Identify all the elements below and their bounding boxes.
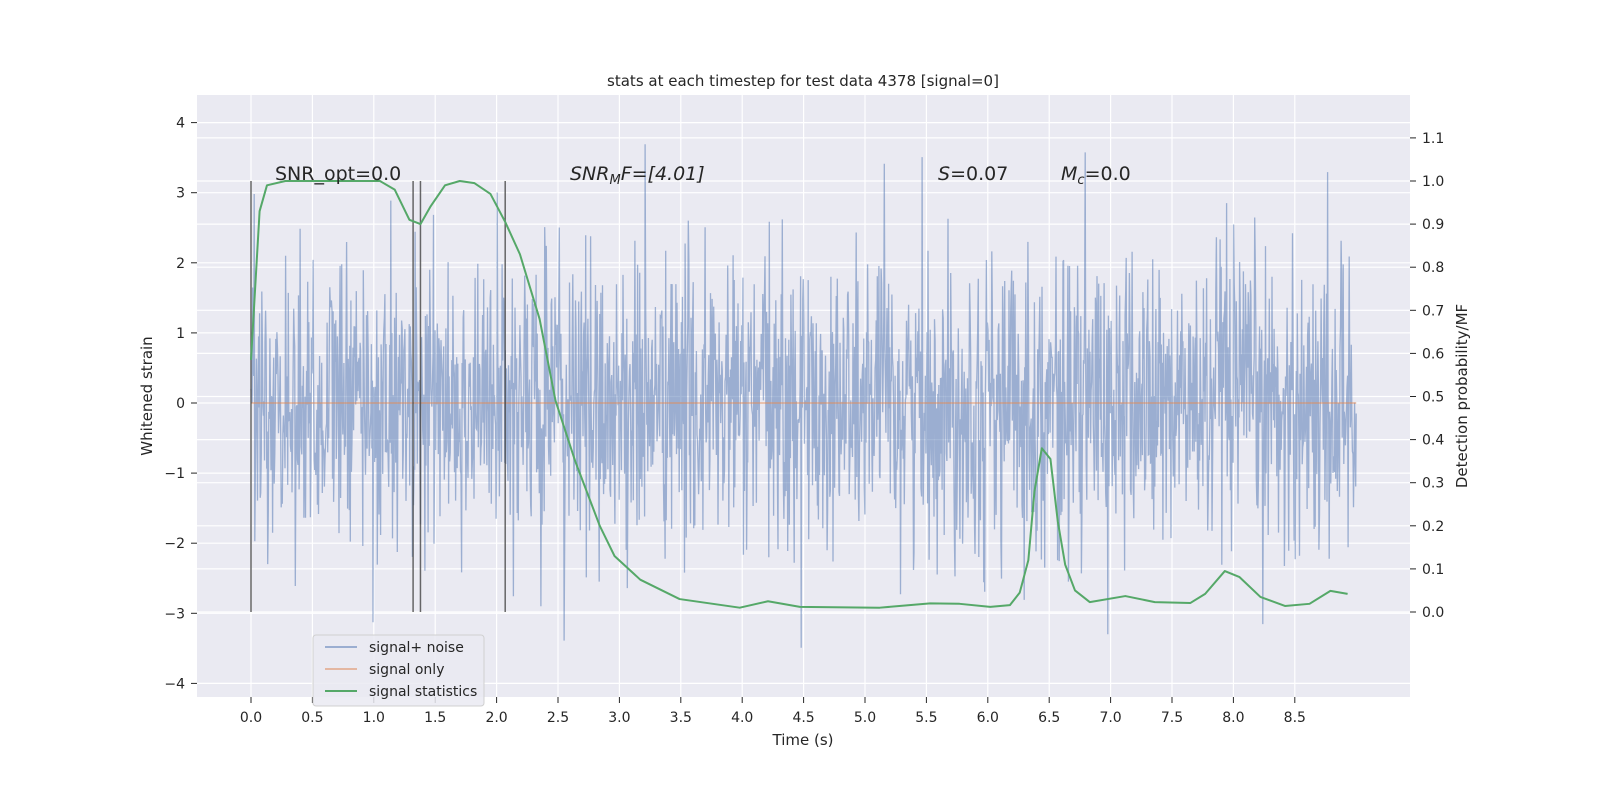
y-right-tick-label: 1.0 <box>1422 174 1444 190</box>
x-tick-label: 7.5 <box>1161 710 1183 726</box>
legend-box <box>312 634 485 707</box>
x-tick-label: 3.0 <box>608 710 630 726</box>
y-right-tick-label: 0.2 <box>1422 519 1444 535</box>
y-tick-label: −3 <box>164 606 185 622</box>
y-right-tick-label: 0.8 <box>1422 260 1444 276</box>
x-tick-label: 5.5 <box>915 710 937 726</box>
noise-line <box>250 144 1357 648</box>
snr-mf-rest: F=[4.01] <box>621 163 705 185</box>
y-tick-label: 4 <box>176 116 185 132</box>
mc-value: =0.0 <box>1085 163 1131 185</box>
series-signal-statistics <box>250 180 1348 609</box>
ticks: 0.0 0.5 1.0 1.5 2.0 2.5 3.0 3.5 4.0 4.5 5.0 5.5 6.0 6… <box>164 116 1444 726</box>
y-right-tick-label: 0.7 <box>1422 303 1444 319</box>
y-axis-right-label: Detection probability/MF <box>1453 304 1471 488</box>
y-right-tick-label: 0.4 <box>1422 433 1444 449</box>
y-tick-label: 2 <box>176 256 185 272</box>
x-tick-label: 1.5 <box>424 710 446 726</box>
annotation-snr-mf: SNRMF=[4.01] <box>570 163 705 188</box>
vertical-markers <box>250 181 506 612</box>
mc-symbol: M <box>1061 163 1077 185</box>
y-tick-label: −1 <box>164 466 185 482</box>
y-right-tick-label: 0.1 <box>1422 562 1444 578</box>
x-tick-label: 5.0 <box>854 710 876 726</box>
legend: signal+ noise signal only signal statist… <box>312 634 485 707</box>
chart-title: stats at each timestep for test data 437… <box>607 72 999 90</box>
y-right-tick-label: 0.5 <box>1422 390 1444 406</box>
y-right-tick-label: 0.0 <box>1422 605 1444 621</box>
legend-label-stats: signal statistics <box>369 684 477 700</box>
snr-mf-main: SNR <box>570 163 609 185</box>
legend-label-noise: signal+ noise <box>369 640 464 656</box>
x-tick-label: 0.0 <box>240 710 262 726</box>
y-axis-label: Whitened strain <box>138 336 156 455</box>
y-tick-label: −4 <box>164 676 185 692</box>
x-tick-label: 8.5 <box>1284 710 1306 726</box>
annotation-mc: Mc=0.0 <box>1061 163 1131 188</box>
y-right-tick-label: 1.1 <box>1422 131 1444 147</box>
legend-label-signal: signal only <box>369 662 444 678</box>
y-right-tick-label: 0.6 <box>1422 346 1444 362</box>
mc-sub: c <box>1077 173 1084 188</box>
x-tick-label: 4.5 <box>792 710 814 726</box>
x-tick-label: 2.0 <box>485 710 507 726</box>
y-tick-label: 1 <box>176 326 185 342</box>
x-tick-label: 4.0 <box>731 710 753 726</box>
x-tick-label: 6.0 <box>977 710 999 726</box>
annotation-s: S=0.07 <box>938 163 1008 185</box>
x-tick-label: 0.5 <box>301 710 323 726</box>
annotation-snr-opt: SNR_opt=0.0 <box>275 163 401 185</box>
x-axis-label: Time (s) <box>772 731 834 749</box>
x-tick-label: 2.5 <box>547 710 569 726</box>
y-right-tick-label: 0.9 <box>1422 217 1444 233</box>
x-tick-label: 8.0 <box>1222 710 1244 726</box>
s-value: =0.07 <box>950 163 1008 185</box>
x-tick-label: 7.0 <box>1099 710 1121 726</box>
x-tick-label: 6.5 <box>1038 710 1060 726</box>
y-tick-label: 0 <box>176 396 185 412</box>
x-tick-label: 1.0 <box>363 710 385 726</box>
y-right-tick-label: 0.3 <box>1422 476 1444 492</box>
y-tick-label: 3 <box>176 186 185 202</box>
s-symbol: S <box>938 163 950 185</box>
x-tick-label: 3.5 <box>670 710 692 726</box>
series-signal-noise <box>250 144 1357 648</box>
signal-statistics-line <box>250 180 1348 609</box>
snr-mf-sub: M <box>609 173 620 188</box>
y-tick-label: −2 <box>164 536 185 552</box>
